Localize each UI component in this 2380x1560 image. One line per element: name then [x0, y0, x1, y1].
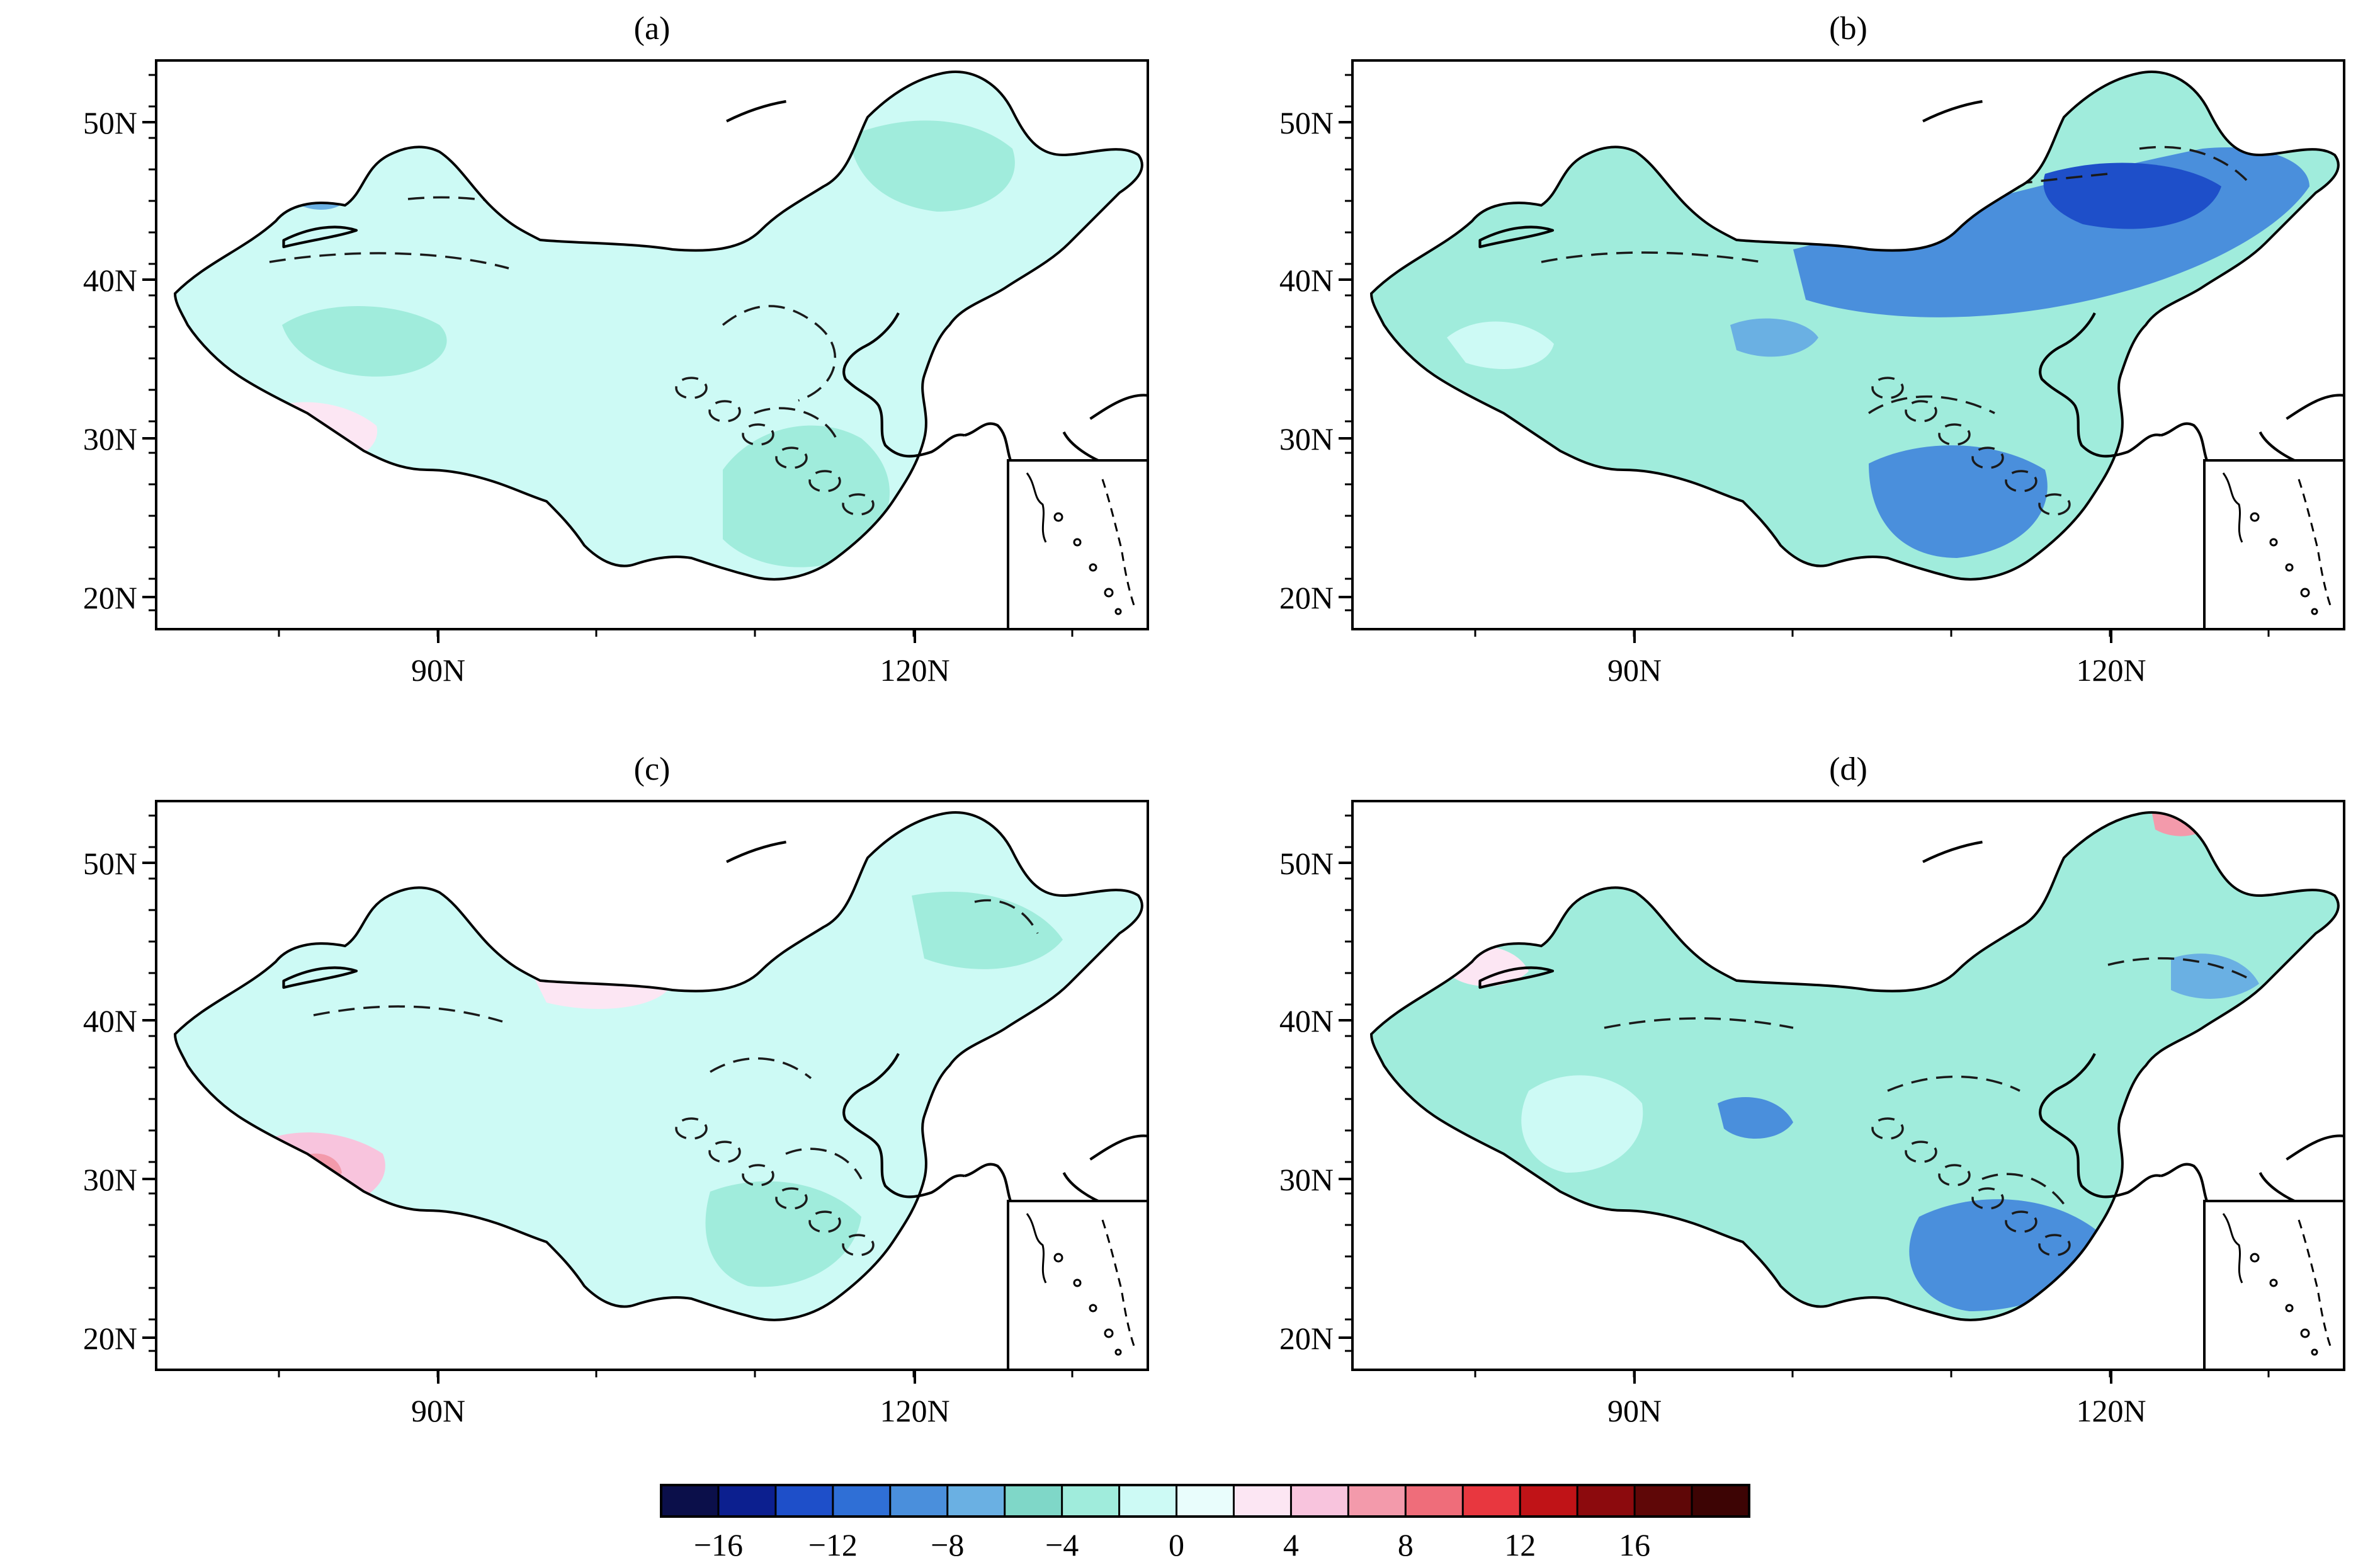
map-frame: [1351, 800, 2345, 1371]
colorbar-tick-label: −4: [1045, 1527, 1079, 1560]
y-tick-label: 20N: [1279, 1321, 1334, 1356]
anomaly-region: [237, 1132, 385, 1210]
anomaly-region: [2043, 162, 2221, 229]
china-shaded-region: [1371, 812, 2338, 1320]
y-tick-label: 20N: [83, 580, 137, 615]
y-tick-label: 50N: [83, 105, 137, 140]
colorbar-swatch: [889, 1484, 949, 1518]
colorbar-tick-label: 4: [1283, 1527, 1299, 1560]
colorbar-swatch: [946, 1484, 1006, 1518]
x-tick-label: 90N: [1607, 652, 1662, 688]
panel-title: (b): [1829, 11, 1867, 47]
colorbar-tick-label: −12: [808, 1527, 858, 1560]
china-border: [1369, 71, 2340, 581]
china-border: [173, 811, 1143, 1321]
y-tick-label: 20N: [83, 1321, 137, 1356]
panel-title: (a): [634, 11, 671, 47]
map-panel-d: (d) 50N 40N 30N 20N 90N 120N: [1279, 751, 2345, 1428]
map-frame: [155, 59, 1149, 630]
contour-lines: [313, 899, 1039, 1256]
anomaly-region: [251, 858, 345, 898]
colorbar-tick-label: 16: [1619, 1527, 1650, 1560]
anomaly-region: [705, 1181, 861, 1287]
y-tick-label: 40N: [1279, 263, 1334, 298]
colorbar-tick-label: −16: [694, 1527, 743, 1560]
colorbar-swatch: [717, 1484, 777, 1518]
x-tick-label: 120N: [2076, 652, 2146, 688]
y-tick-label: 30N: [83, 1162, 137, 1197]
y-tick-label: 40N: [83, 1003, 137, 1039]
panel-title: (c): [634, 751, 671, 787]
colorbar-swatch: [1347, 1484, 1407, 1518]
south-china-sea-inset: [2203, 1200, 2345, 1371]
map-panel-a: (a) 50N 40N 30N 20N 90N 120N: [83, 11, 1149, 688]
colorbar-swatch: [1519, 1484, 1579, 1518]
colorbar-swatch: [1004, 1484, 1063, 1518]
x-tick-label: 90N: [411, 1393, 465, 1428]
x-tick-label: 120N: [2076, 1393, 2146, 1428]
anomaly-region: [1909, 1199, 2097, 1311]
anomaly-region: [2171, 954, 2259, 999]
china-shaded-region: [175, 812, 1142, 1320]
anomaly-region: [282, 306, 447, 377]
colorbar-swatch: [1118, 1484, 1178, 1518]
y-tick-label: 20N: [1279, 580, 1334, 615]
colorbar-swatch: [832, 1484, 892, 1518]
colorbar-swatch: [1061, 1484, 1121, 1518]
colorbar-swatch: [1633, 1484, 1694, 1518]
x-tick-label: 120N: [880, 652, 949, 688]
map-frame: [155, 800, 1149, 1371]
y-tick-label: 50N: [1279, 846, 1334, 881]
colorbar-swatch: [1176, 1484, 1235, 1518]
anomaly-region: [849, 120, 1015, 212]
x-tick-label: 90N: [1607, 1393, 1662, 1428]
colorbar-tick-label: 8: [1398, 1527, 1414, 1560]
colorbar-swatch: [1232, 1484, 1293, 1518]
anomaly-region: [1447, 321, 1554, 369]
south-china-sea-inset: [2203, 459, 2345, 630]
map-panel-c: (c) 50N 40N 30N 20N 90N 120N: [83, 751, 1149, 1428]
anomaly-region: [1730, 318, 1818, 357]
colorbar: −16 −12 −8 −4 0 4 8 12 16: [660, 1484, 1751, 1560]
anomaly-region: [1869, 445, 2048, 558]
y-tick-label: 40N: [83, 263, 137, 298]
colorbar-tick-label: 12: [1504, 1527, 1536, 1560]
colorbar-swatch: [774, 1484, 834, 1518]
anomaly-region: [1521, 1075, 1643, 1173]
anomaly-region: [1718, 1097, 1793, 1139]
y-tick-label: 40N: [1279, 1003, 1334, 1039]
x-tick-label: 120N: [880, 1393, 949, 1428]
south-china-sea-inset: [1007, 459, 1149, 630]
y-tick-label: 50N: [83, 846, 137, 881]
map-panel-b: (b) 50N 40N 30N 20N 90N 120N: [1279, 11, 2345, 688]
colorbar-swatch: [660, 1484, 720, 1518]
x-tick-label: 90N: [411, 652, 465, 688]
china-border: [173, 71, 1143, 581]
colorbar-frame: [660, 1484, 1750, 1518]
y-tick-label: 30N: [1279, 1162, 1334, 1197]
colorbar-swatch: [1691, 1484, 1751, 1518]
colorbar-swatch: [1289, 1484, 1350, 1518]
y-tick-label: 30N: [1279, 421, 1334, 457]
colorbar-swatch: [1404, 1484, 1465, 1518]
y-tick-label: 50N: [1279, 105, 1334, 140]
south-china-sea-inset: [1007, 1200, 1149, 1371]
colorbar-tick-label: 0: [1169, 1527, 1184, 1560]
colorbar-swatch: [1576, 1484, 1636, 1518]
panel-title: (d): [1829, 751, 1867, 787]
china-border: [1369, 811, 2340, 1321]
contour-lines: [1604, 957, 2247, 1256]
anomaly-region: [723, 425, 890, 567]
colorbar-tick-label: −8: [931, 1527, 964, 1560]
map-frame: [1351, 59, 2345, 630]
anomaly-region: [912, 891, 1063, 969]
y-tick-label: 30N: [83, 421, 137, 457]
colorbar-swatch: [1461, 1484, 1522, 1518]
